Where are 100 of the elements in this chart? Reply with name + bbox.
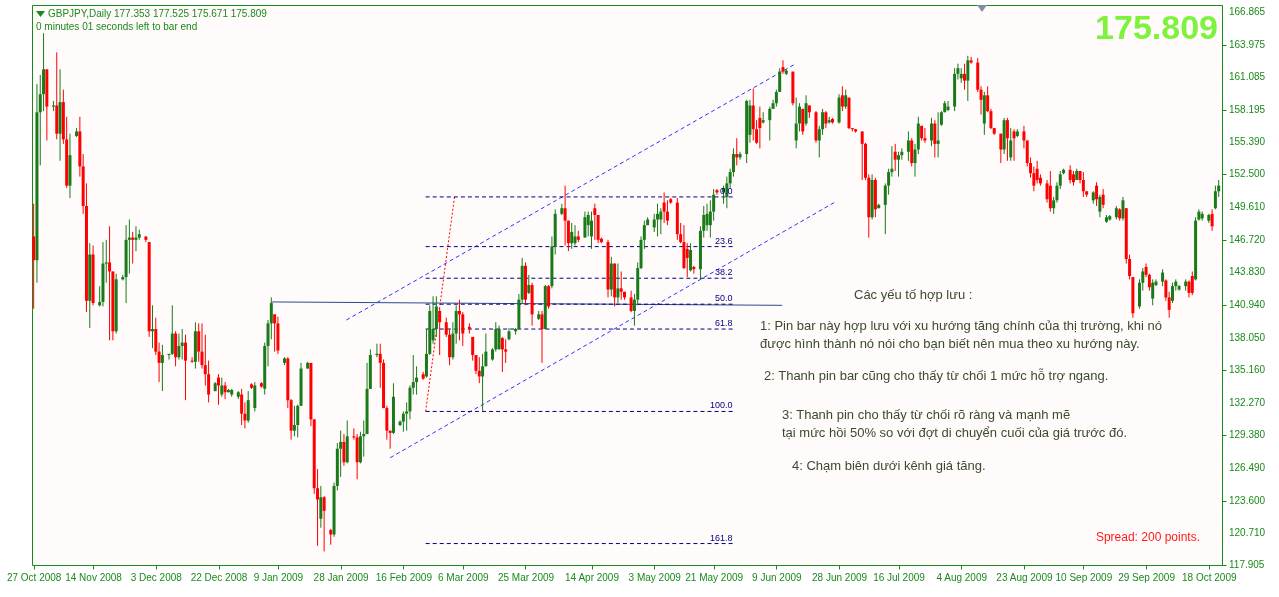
series-label: 161.8 <box>710 532 733 543</box>
candlestick <box>184 334 187 401</box>
candlestick <box>190 356 194 364</box>
candlestick <box>160 344 164 392</box>
candlestick <box>751 88 755 141</box>
series-label: 100.0 <box>710 400 733 411</box>
y-tick-label: 126.490 <box>1229 462 1266 474</box>
candlestick <box>1098 194 1102 218</box>
candlestick <box>296 404 300 438</box>
candlestick <box>593 203 597 241</box>
candlestick <box>801 108 805 136</box>
x-tick-label: 22 Dec 2008 <box>190 571 248 583</box>
candlestick <box>500 336 504 373</box>
y-tick-label: 152.500 <box>1229 168 1266 180</box>
candlestick <box>629 290 633 313</box>
candlestick <box>319 485 323 529</box>
candlestick <box>659 207 663 235</box>
y-tick-label: 138.050 <box>1229 331 1266 343</box>
annotation: 2: Thanh pin bar cũng cho thấy từ chối 1 mức hỗ trợ ngang. <box>764 368 1109 383</box>
y-tick-label: 135.160 <box>1229 364 1266 376</box>
x-tick-label: 27 Oct 2008 <box>6 571 62 583</box>
candlestick <box>246 390 250 424</box>
candlestick <box>167 353 171 361</box>
candlestick <box>570 222 574 250</box>
series-label: 38.2 <box>715 267 733 278</box>
candlestick <box>583 211 587 239</box>
y-tick-label: 161.085 <box>1229 71 1266 83</box>
annotation: tại mức hồi 50% so với đợt di chuyển cuối của giá trước đó. <box>782 425 1128 440</box>
y-tick-label: 146.720 <box>1229 233 1266 245</box>
candlestick <box>893 143 897 172</box>
text: 0 minutes 01 seconds left to bar end <box>36 21 198 32</box>
candlestick <box>758 106 762 149</box>
candlestick <box>768 106 772 141</box>
y-tick-label: 155.390 <box>1229 135 1266 147</box>
candlestick <box>438 308 442 356</box>
y-tick-label: 117.905 <box>1229 558 1265 570</box>
x-tick-label: 4 Aug 2009 <box>936 571 988 583</box>
x-tick-label: 25 Mar 2009 <box>497 571 555 583</box>
candlestick <box>910 137 914 167</box>
x-tick-label: 28 Jun 2009 <box>812 571 868 583</box>
x-tick-label: 16 Feb 2009 <box>375 571 433 583</box>
x-tick-label: 6 Mar 2009 <box>437 571 489 583</box>
x-tick-label: 14 Apr 2009 <box>565 571 620 583</box>
x-tick-label: 3 Dec 2008 <box>130 571 183 583</box>
candlestick <box>180 328 184 361</box>
y-tick-label: 158.195 <box>1229 104 1266 116</box>
chart-title: GBPJPY,Daily 177.353 177.525 175.671 175.809 <box>48 8 268 19</box>
y-tick-label: 129.380 <box>1229 429 1266 441</box>
annotation: 175.809 <box>1095 8 1218 46</box>
x-tick-label: 10 Sep 2009 <box>1055 571 1113 583</box>
candlestick <box>342 433 346 467</box>
candlestick <box>963 63 967 91</box>
y-tick-label: 132.270 <box>1229 396 1266 408</box>
x-tick-label: 23 Aug 2009 <box>996 571 1053 583</box>
x-tick-label: 9 Jan 2009 <box>253 571 304 583</box>
x-tick-label: 21 May 2009 <box>685 571 744 583</box>
candlestick <box>685 242 689 278</box>
candlestick <box>656 203 660 237</box>
x-tick-label: 3 May 2009 <box>628 571 682 583</box>
candlestick <box>32 203 36 310</box>
candlestick <box>1151 278 1155 306</box>
y-tick-label: 120.710 <box>1229 527 1266 539</box>
candlestick <box>481 353 485 412</box>
annotation: 3: Thanh pin cho thấy từ chối rõ ràng và mạnh mẽ <box>782 407 1071 422</box>
candlestick <box>292 405 296 437</box>
y-tick-label: 163.975 <box>1229 38 1266 50</box>
candlestick <box>170 304 174 356</box>
candlestick <box>177 333 181 361</box>
candlestick <box>1170 282 1174 304</box>
candlestick <box>738 151 742 161</box>
series-label: 23.6 <box>715 235 733 246</box>
candlestick <box>662 191 666 224</box>
x-tick-label: 18 Oct 2009 <box>1182 571 1237 583</box>
candlestick <box>1095 181 1099 207</box>
candlestick <box>1035 160 1039 184</box>
y-tick-label: 166.865 <box>1229 6 1266 18</box>
series-label: 50.0 <box>715 293 733 304</box>
x-tick-label: 28 Jan 2009 <box>313 571 370 583</box>
annotation: 1: Pin bar này hợp lưu với xu hướng tăng chính của thị trường, khi nó <box>760 318 1163 333</box>
y-tick-label: 123.600 <box>1229 494 1266 506</box>
candlestick <box>474 354 478 375</box>
annotation: Các yếu tố hợp lưu : <box>854 287 973 302</box>
candlestick <box>705 203 709 232</box>
x-tick-label: 29 Sep 2009 <box>1118 571 1176 583</box>
candlestick <box>616 263 620 304</box>
candlestick <box>897 151 900 178</box>
y-tick-label: 140.940 <box>1229 298 1266 310</box>
candlestick <box>966 55 970 102</box>
x-tick-label: 9 Jun 2009 <box>752 571 803 583</box>
series-label: 61.8 <box>715 318 733 329</box>
candlestick <box>240 388 244 426</box>
candlestick <box>906 130 910 162</box>
candlestick <box>1101 188 1105 209</box>
candlestick <box>375 343 379 358</box>
candlestick <box>527 274 531 295</box>
candlestick <box>322 495 326 552</box>
candlestick <box>590 211 594 250</box>
candlestick <box>689 242 693 272</box>
candlestick <box>999 133 1003 164</box>
y-tick-label: 143.830 <box>1229 266 1266 278</box>
